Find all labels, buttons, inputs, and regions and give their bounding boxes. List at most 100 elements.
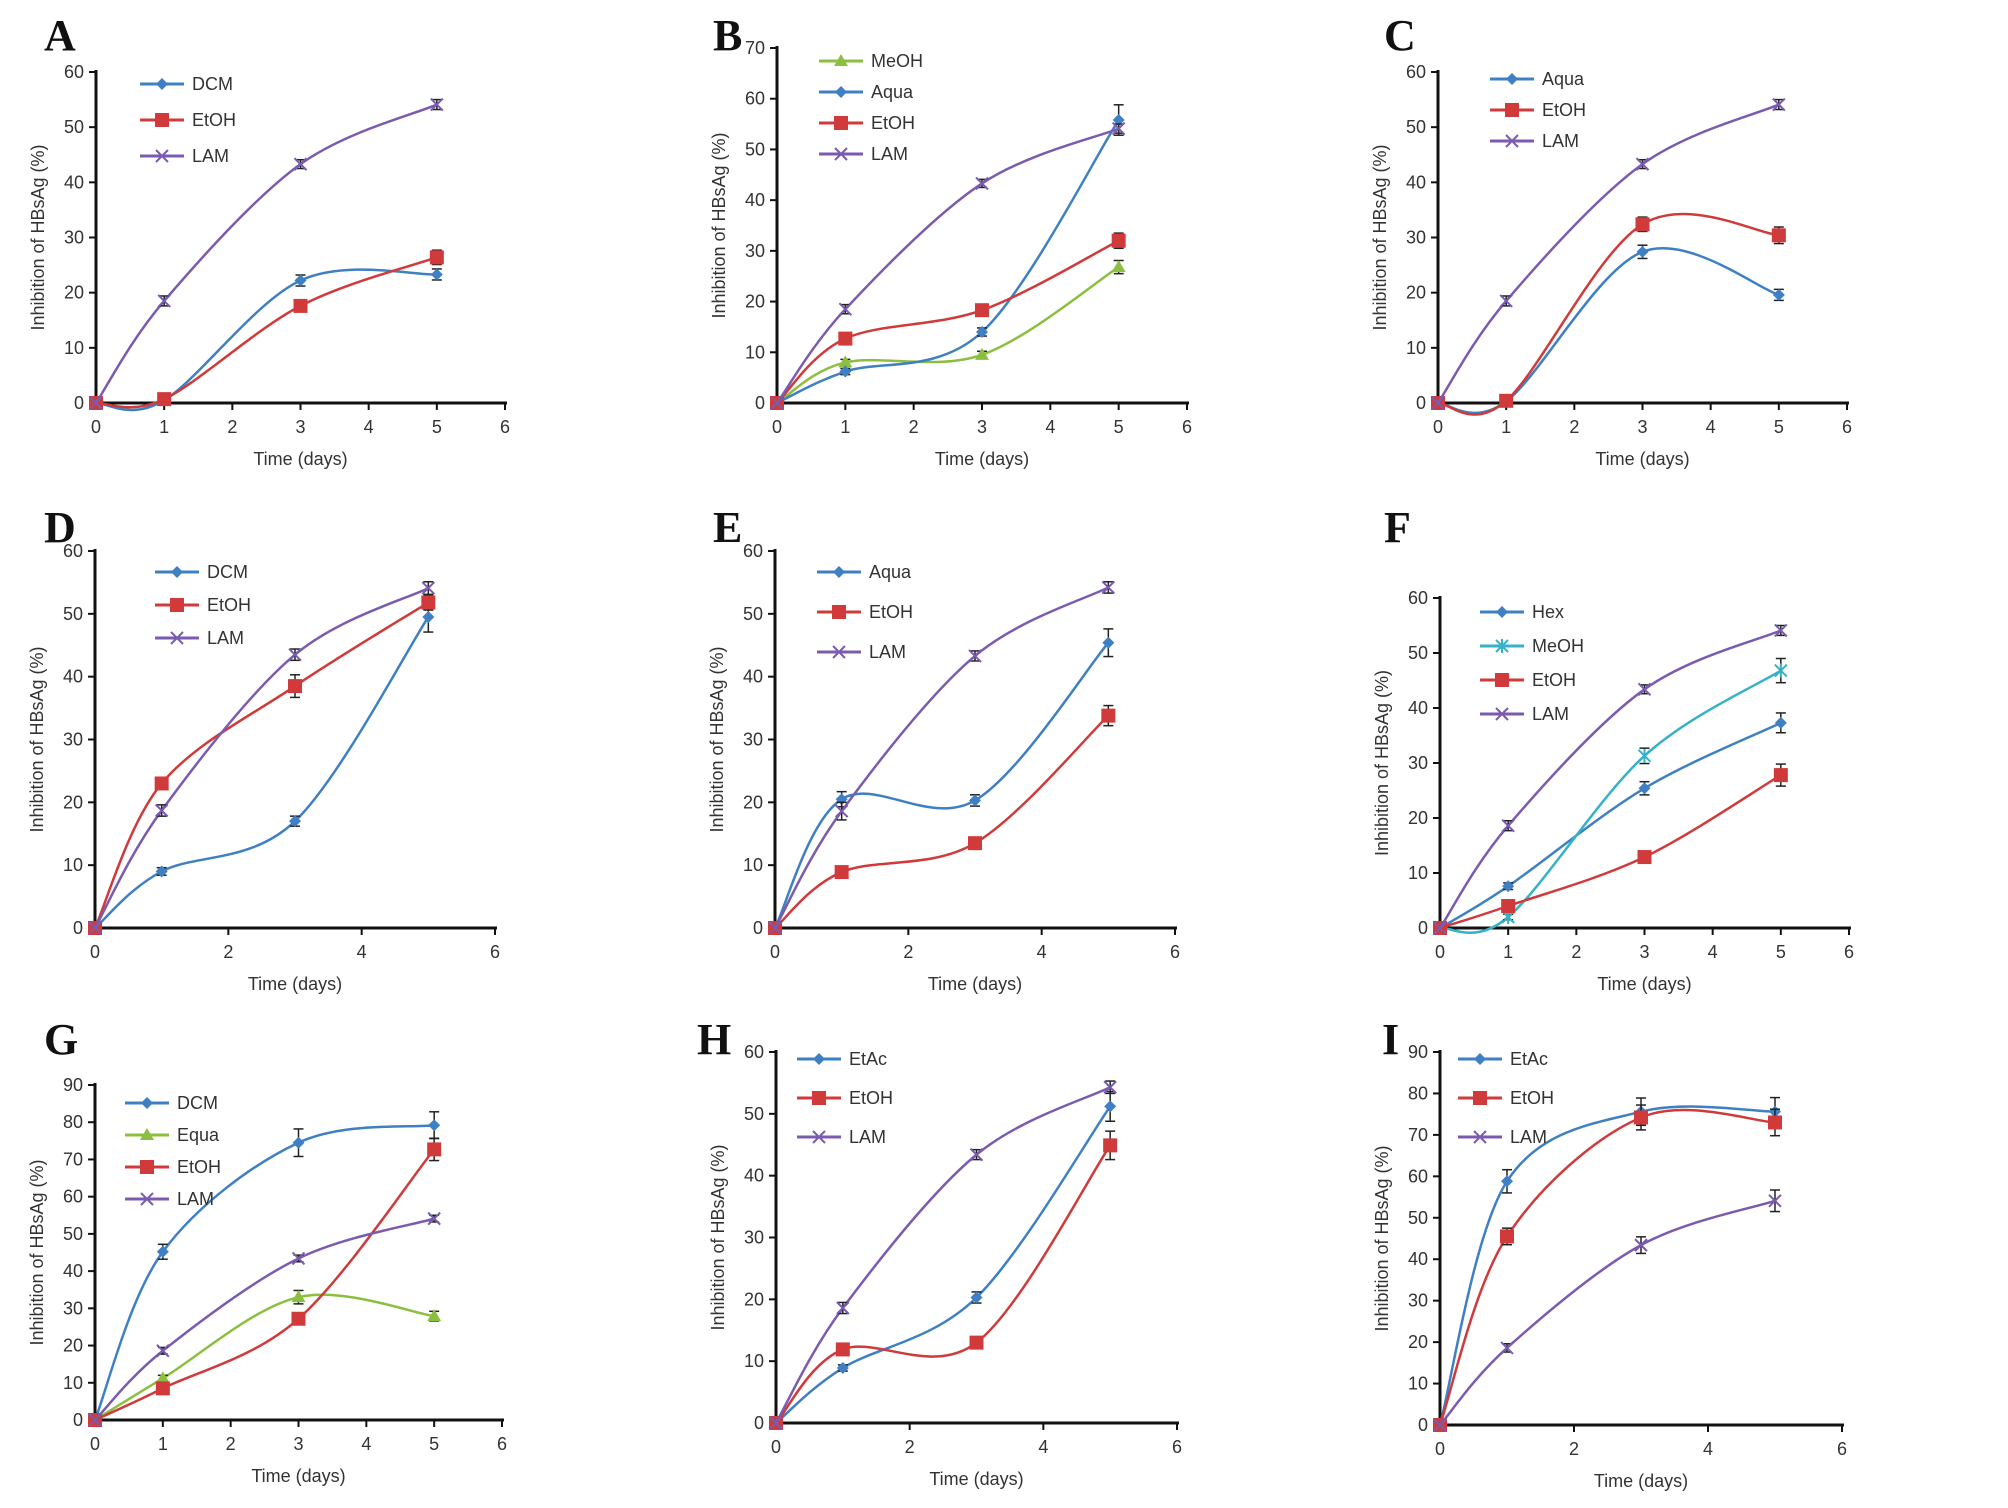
data-point [155,1371,170,1384]
data-point [156,1245,169,1258]
legend: DCM Equa EtOH LAM [125,1093,221,1209]
legend-marker [170,631,184,645]
x-tick-label: 6 [1172,1437,1182,1457]
x-tick-label: 4 [1038,1437,1048,1457]
data-point [1111,121,1126,136]
x-tick-label: 6 [490,942,500,962]
y-tick-label: 10 [1408,1374,1428,1394]
y-axis-label: Inhibition of HBsAg (%) [28,144,48,330]
x-tick-label: 6 [1844,942,1854,962]
y-tick-label: 40 [63,667,83,687]
y-axis-label: Inhibition of HBsAg (%) [27,1159,47,1345]
legend-item: EtOH [125,1157,221,1177]
data-point [968,836,982,851]
legend-item: LAM [1480,704,1569,724]
data-point [1768,1194,1782,1208]
x-tick-label: 4 [364,417,374,437]
data-point [427,1211,441,1226]
x-tick-label: 5 [432,417,442,437]
data-point [1636,245,1649,258]
panel-d: D 0 10 20 30 40 50 60 0 2 4 6 Time (days) Inhibition… [0,502,669,1004]
x-tick-label: 0 [1433,417,1443,437]
legend-item: LAM [1458,1127,1547,1147]
y-tick-label: 30 [64,228,84,248]
data-point [427,1142,442,1157]
data-point [975,347,989,360]
y-tick-label: 10 [1408,863,1428,883]
data-point [155,865,168,878]
x-tick-label: 1 [840,417,850,437]
line-chart-c: 0 10 20 30 40 50 60 0 1 2 3 4 5 6 Time (days) Inhibitio… [1370,62,1852,469]
data-point [421,581,436,595]
legend-item: DCM [140,74,233,94]
data-point [1637,682,1652,697]
data-point [839,365,852,378]
legend-label: LAM [207,628,244,648]
series-etoh [88,1137,442,1427]
legend-label: Aqua [1542,69,1585,89]
series-line [1439,669,1782,934]
data-point [1101,580,1116,595]
y-tick-label: 50 [745,139,765,159]
y-tick-label: 40 [63,1261,83,1281]
x-tick-label: 2 [226,1434,236,1454]
x-tick-label: 2 [227,417,237,437]
y-tick-label: 60 [1406,62,1426,82]
legend-item: Aqua [1490,69,1585,89]
data-point [157,294,171,308]
legend-label: Equa [177,1125,220,1145]
x-tick-label: 0 [1435,1439,1445,1459]
data-point [293,157,308,171]
legend-item: EtOH [817,602,913,622]
y-tick-label: 60 [745,89,765,109]
legend-item: EtOH [1490,100,1586,120]
series-line [773,586,1109,929]
series-line [1436,103,1780,404]
y-tick-label: 40 [744,1166,764,1186]
y-tick-label: 30 [63,1298,83,1318]
y-tick-label: 0 [73,918,83,938]
x-tick-label: 4 [1708,942,1718,962]
data-point [1433,1418,1447,1432]
y-tick-label: 30 [744,1228,764,1248]
legend-label: EtAc [849,1049,887,1069]
series-line [776,119,1120,405]
legend-item: LAM [819,144,908,164]
legend-label: LAM [869,642,906,662]
legend: EtAc EtOH LAM [1458,1049,1554,1147]
legend-label: EtOH [869,602,913,622]
legend-label: DCM [177,1093,218,1113]
x-axis-label: Time (days) [1597,974,1691,994]
data-point [969,1335,984,1350]
data-point [1774,663,1788,678]
y-axis-label: Inhibition of HBsAg (%) [709,132,729,318]
panel-h: H 0 10 20 30 40 50 60 0 2 4 6 Time (days) Inhibition… [669,1004,1338,1506]
y-tick-label: 50 [743,604,763,624]
x-tick-label: 6 [1170,942,1180,962]
y-tick-label: 60 [744,1042,764,1062]
data-point [975,176,989,191]
y-tick-label: 40 [745,190,765,210]
legend-marker [834,54,848,66]
data-point [769,1416,783,1430]
y-axis-label: Inhibition of HBsAg (%) [707,646,727,832]
data-point [88,921,102,935]
y-tick-label: 70 [1408,1125,1428,1145]
y-tick-label: 50 [63,1224,83,1244]
data-point [975,303,989,318]
y-tick-label: 20 [743,792,763,812]
y-tick-label: 10 [743,855,763,875]
legend-label: EtOH [871,113,915,133]
series-dcm [90,268,443,412]
line-chart-h: 0 10 20 30 40 50 60 0 2 4 6 Time (days) Inhibition o… [708,1042,1182,1489]
series-line [94,1217,435,1421]
series-line [1437,212,1779,416]
y-tick-label: 20 [1408,808,1428,828]
y-tick-label: 0 [1418,918,1428,938]
legend-marker [835,86,847,98]
data-point [834,865,849,880]
data-point [430,97,444,112]
series-aqua [771,104,1125,409]
panel-e: E 0 10 20 30 40 50 60 0 2 4 6 Time (days) Inhibition… [669,502,1338,1004]
y-tick-label: 10 [64,338,84,358]
